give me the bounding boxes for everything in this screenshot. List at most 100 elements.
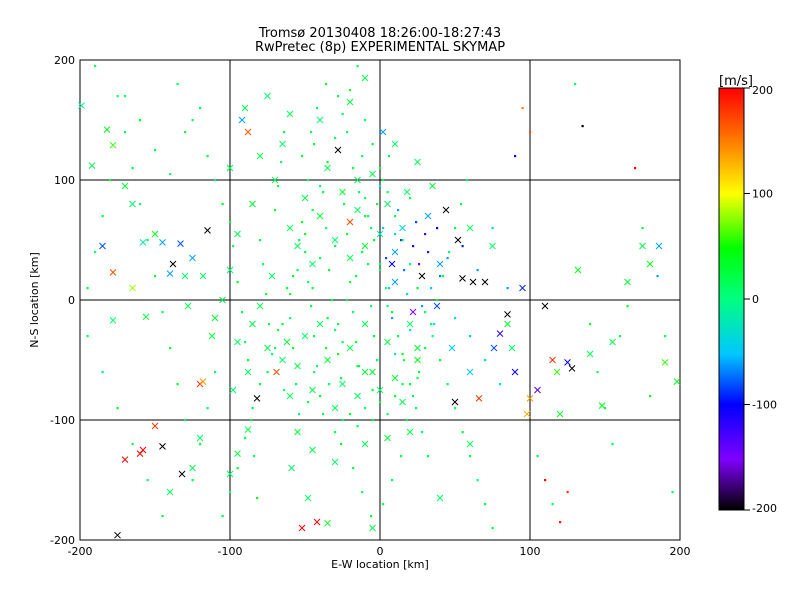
data-point-dot	[448, 251, 451, 254]
data-point-dot	[391, 311, 394, 314]
data-point-cross	[129, 200, 136, 208]
data-point-cross	[301, 194, 309, 202]
data-point-dot	[401, 383, 404, 386]
data-point-cross	[331, 458, 339, 466]
data-point-dot	[611, 443, 614, 446]
data-point-cross	[189, 464, 196, 472]
data-point-cross	[279, 356, 286, 364]
data-point-dot	[412, 395, 415, 398]
data-point-cross	[304, 494, 312, 502]
data-point-dot	[283, 131, 286, 134]
data-point-dot	[340, 443, 343, 446]
data-point-cross	[346, 254, 354, 262]
data-point-dot	[116, 407, 119, 410]
data-point-cross	[391, 374, 399, 382]
data-point-dot	[412, 245, 415, 248]
data-point-cross	[88, 162, 96, 169]
data-point-dot	[499, 383, 502, 386]
data-point-dot	[334, 329, 337, 332]
data-point-dot	[253, 455, 256, 458]
data-point-cross	[181, 272, 189, 280]
data-point-cross	[339, 188, 346, 196]
data-point-cross	[673, 378, 681, 385]
data-point-cross	[189, 254, 196, 262]
data-point-cross	[129, 284, 136, 292]
data-point-cross	[436, 494, 444, 502]
data-point-dot	[433, 323, 436, 326]
data-point-dot	[316, 107, 319, 110]
data-point-dot	[131, 167, 134, 170]
data-point-dot	[298, 239, 301, 242]
data-point-cross	[334, 146, 342, 154]
data-point-dot	[364, 197, 367, 200]
data-point-cross	[294, 242, 301, 250]
data-point-cross	[229, 386, 237, 394]
data-point-dot	[370, 227, 373, 230]
data-point-cross	[541, 302, 549, 310]
data-point-dot	[271, 353, 274, 356]
data-point-dot	[325, 83, 328, 86]
data-point-dot	[466, 179, 469, 182]
data-point-dot	[361, 491, 364, 494]
data-point-dot	[401, 353, 404, 356]
data-point-dot	[101, 215, 104, 218]
data-point-cross	[409, 308, 417, 316]
data-point-dot	[385, 257, 388, 260]
data-point-cross	[166, 270, 174, 277]
data-point-dot	[241, 311, 244, 314]
data-point-dot	[154, 149, 157, 152]
data-point-dot	[454, 407, 457, 410]
data-point-cross	[196, 434, 204, 442]
data-point-dot	[361, 155, 364, 158]
data-point-dot	[386, 191, 389, 194]
data-point-cross	[508, 344, 516, 352]
x-tick-label: -100	[218, 545, 243, 558]
data-point-dot	[506, 287, 509, 290]
data-point-cross	[346, 98, 354, 106]
data-point-cross	[376, 230, 384, 238]
data-point-dot	[206, 407, 209, 410]
data-point-dot	[169, 173, 172, 176]
data-point-cross	[414, 356, 421, 364]
data-point-dot	[334, 137, 337, 140]
data-point-dot	[416, 377, 419, 380]
data-point-dot	[409, 263, 412, 266]
x-tick-label: 0	[377, 545, 384, 558]
data-point-dot	[373, 335, 376, 338]
data-point-dot	[385, 287, 388, 290]
data-point-dot	[400, 239, 403, 242]
data-point-dot	[146, 239, 149, 242]
data-point-dot	[310, 131, 313, 134]
data-point-cross	[388, 260, 396, 268]
data-point-dot	[382, 503, 385, 506]
data-point-dot	[146, 479, 149, 482]
data-point-dot	[461, 431, 464, 434]
data-point-cross	[384, 434, 391, 442]
data-point-dot	[307, 401, 310, 404]
data-point-cross	[139, 239, 147, 246]
data-point-dot	[391, 479, 394, 482]
data-point-dot	[292, 275, 295, 278]
data-point-dot	[484, 359, 487, 362]
data-point-dot	[574, 83, 577, 86]
data-point-cross	[159, 239, 166, 246]
data-point-dot	[361, 251, 364, 254]
data-point-dot	[289, 293, 292, 296]
data-point-cross	[301, 332, 309, 340]
data-point-dot	[454, 227, 457, 230]
data-point-dot	[199, 107, 202, 110]
data-point-dot	[379, 263, 382, 266]
data-point-dot	[355, 341, 358, 344]
data-point-dot	[352, 167, 355, 170]
data-point-cross	[361, 74, 369, 82]
data-point-dot	[394, 215, 397, 218]
data-point-dot	[406, 293, 409, 296]
data-point-cross	[391, 140, 399, 148]
data-point-dot	[536, 455, 539, 458]
data-point-dot	[469, 455, 472, 458]
data-point-dot	[397, 209, 400, 212]
data-point-cross	[496, 330, 504, 337]
data-point-cross	[564, 359, 571, 366]
data-point-cross	[442, 206, 450, 214]
data-point-dot	[326, 161, 329, 164]
